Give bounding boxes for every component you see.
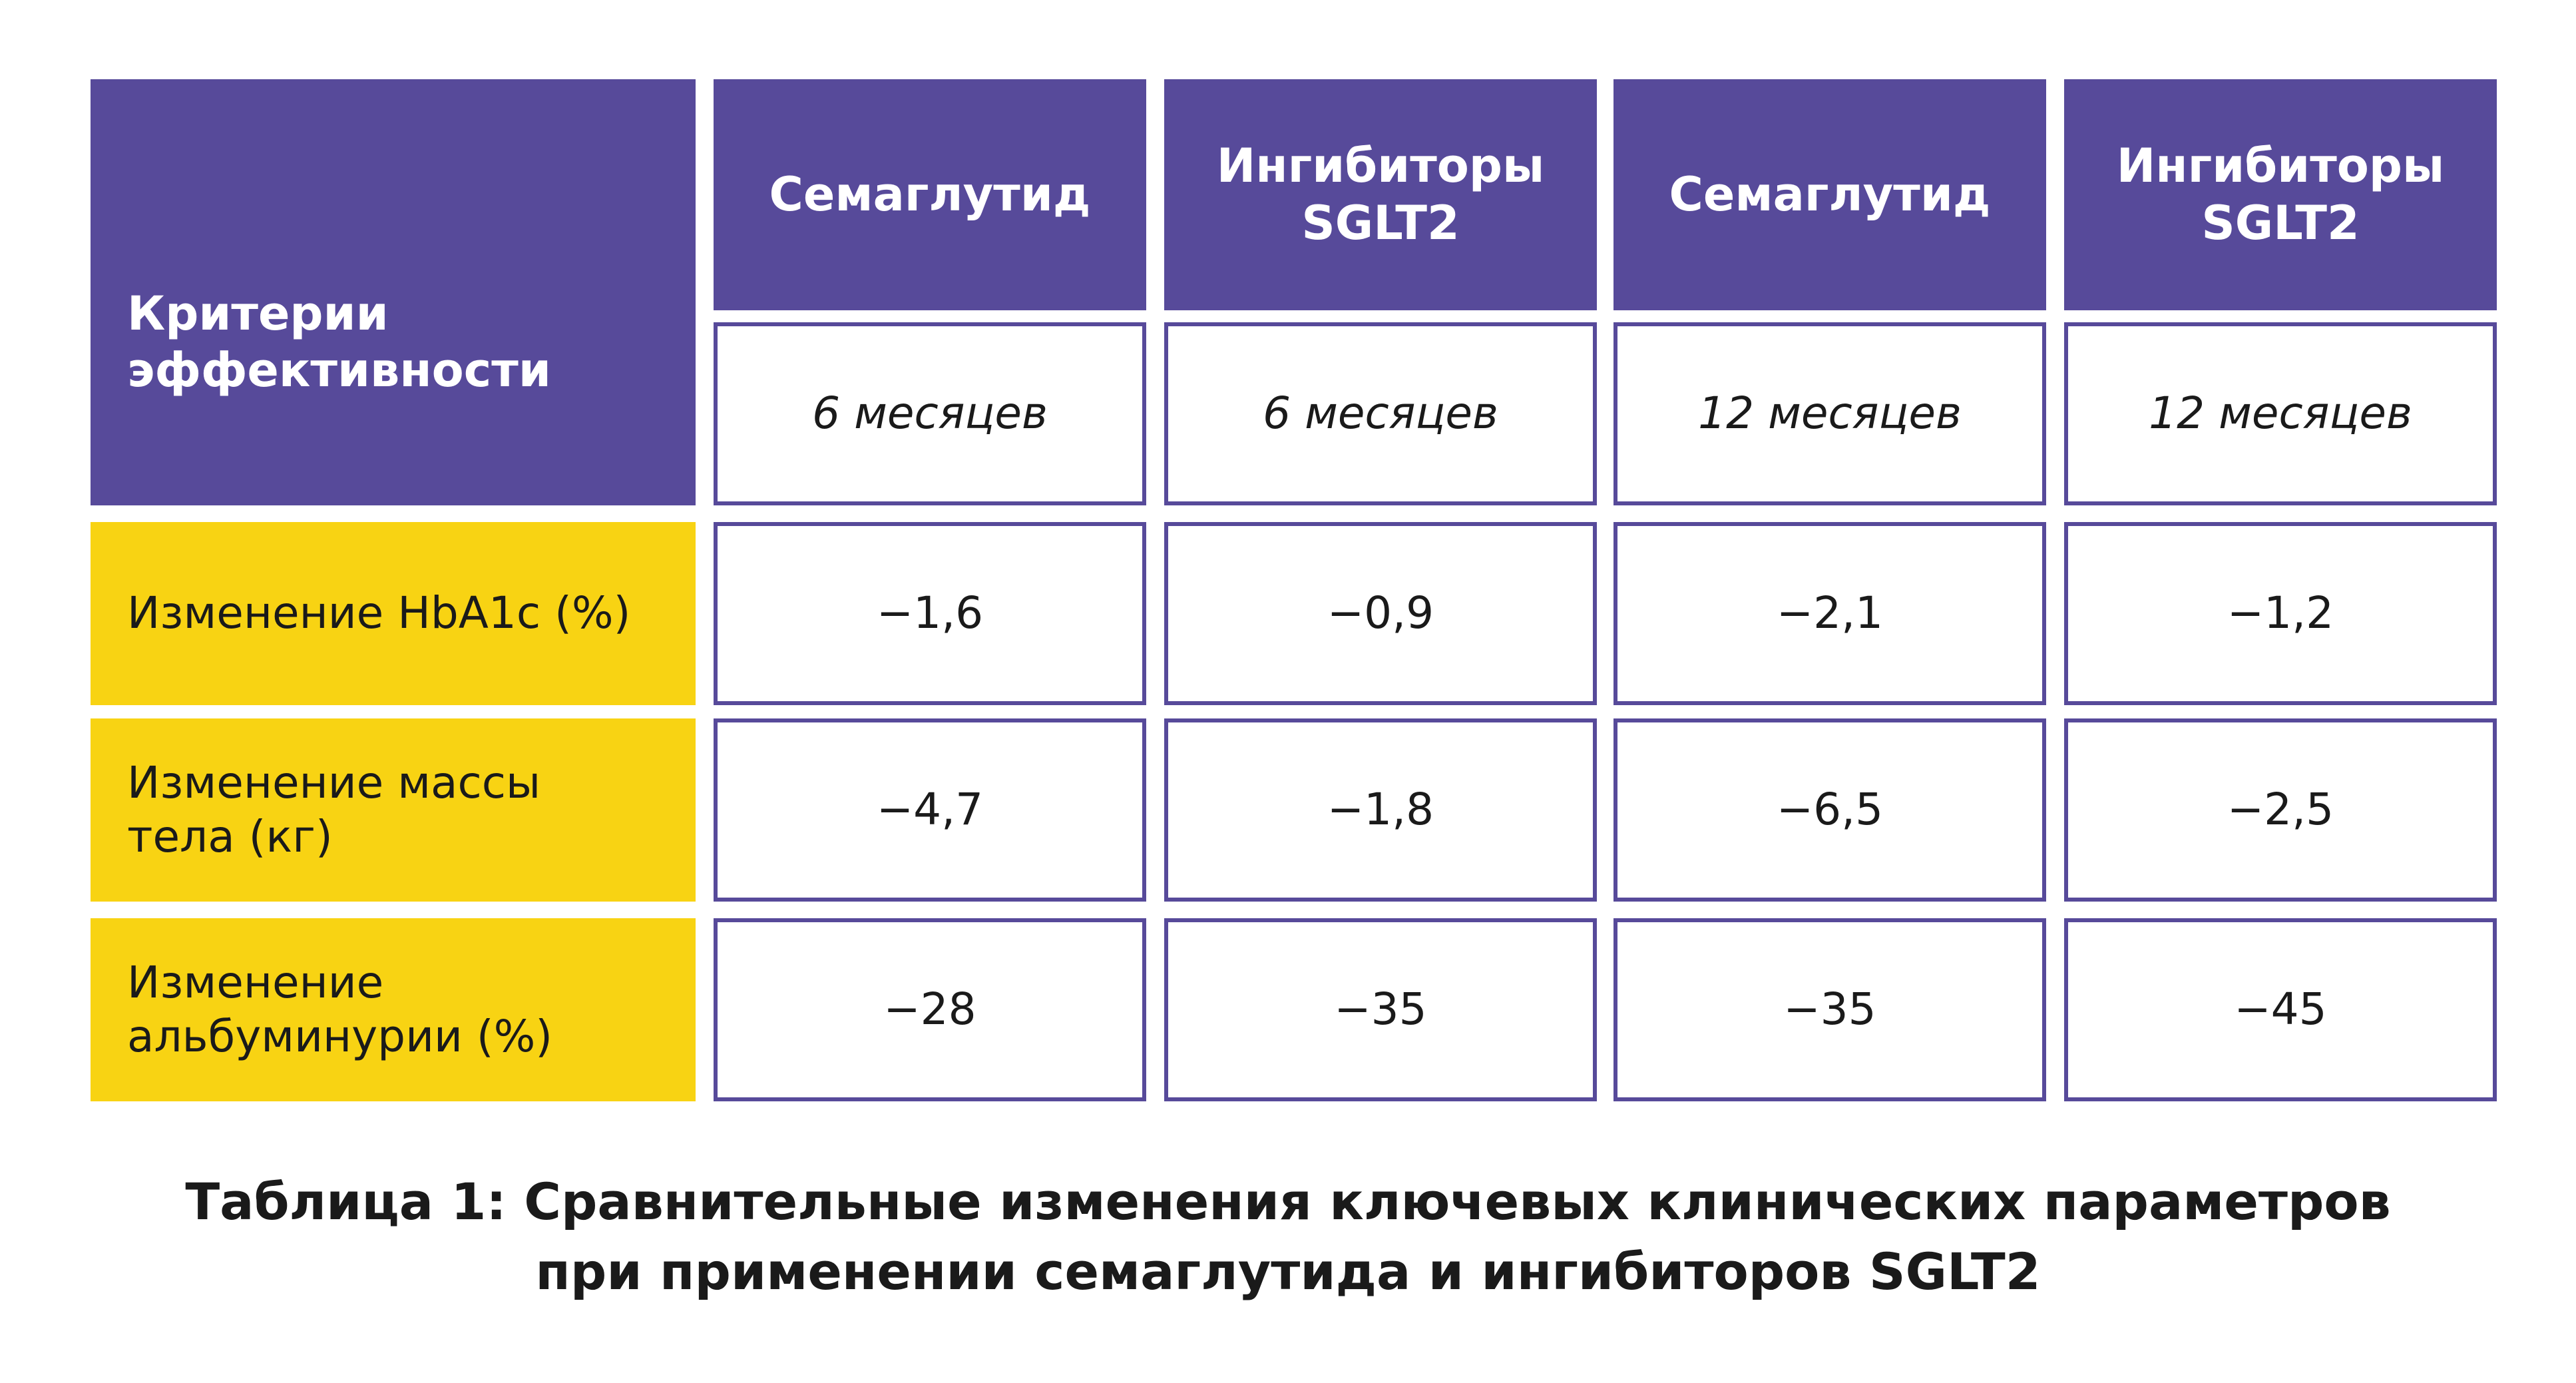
value-cell: −1,8 (1164, 718, 1597, 902)
corner-header: Критерии эффективности (91, 79, 696, 505)
drug-header: Ингибиторы SGLT2 (2064, 79, 2497, 310)
period-header: 6 месяцев (714, 322, 1146, 505)
row-label: Изменение массы тела (кг) (91, 718, 696, 902)
value-cell: −2,5 (2064, 718, 2497, 902)
value-cell: −1,2 (2064, 522, 2497, 705)
period-header: 12 месяцев (1613, 322, 2046, 505)
drug-header: Семаглутид (714, 79, 1146, 310)
period-header: 12 месяцев (2064, 322, 2497, 505)
value-cell: −4,7 (714, 718, 1146, 902)
value-cell: −28 (714, 918, 1146, 1101)
value-cell: −35 (1613, 918, 2046, 1101)
drug-header: Семаглутид (1613, 79, 2046, 310)
value-cell: −0,9 (1164, 522, 1597, 705)
value-cell: −45 (2064, 918, 2497, 1101)
value-cell: −2,1 (1613, 522, 2046, 705)
caption-line: при применении семаглутида и ингибиторов… (535, 1242, 2041, 1301)
value-cell: −35 (1164, 918, 1597, 1101)
period-header: 6 месяцев (1164, 322, 1597, 505)
row-label: Изменение альбуминурии (%) (91, 918, 696, 1101)
row-label: Изменение HbA1c (%) (91, 522, 696, 705)
value-cell: −6,5 (1613, 718, 2046, 902)
drug-header: Ингибиторы SGLT2 (1164, 79, 1597, 310)
value-cell: −1,6 (714, 522, 1146, 705)
caption-line: Таблица 1: Сравнительные изменения ключе… (185, 1172, 2391, 1231)
